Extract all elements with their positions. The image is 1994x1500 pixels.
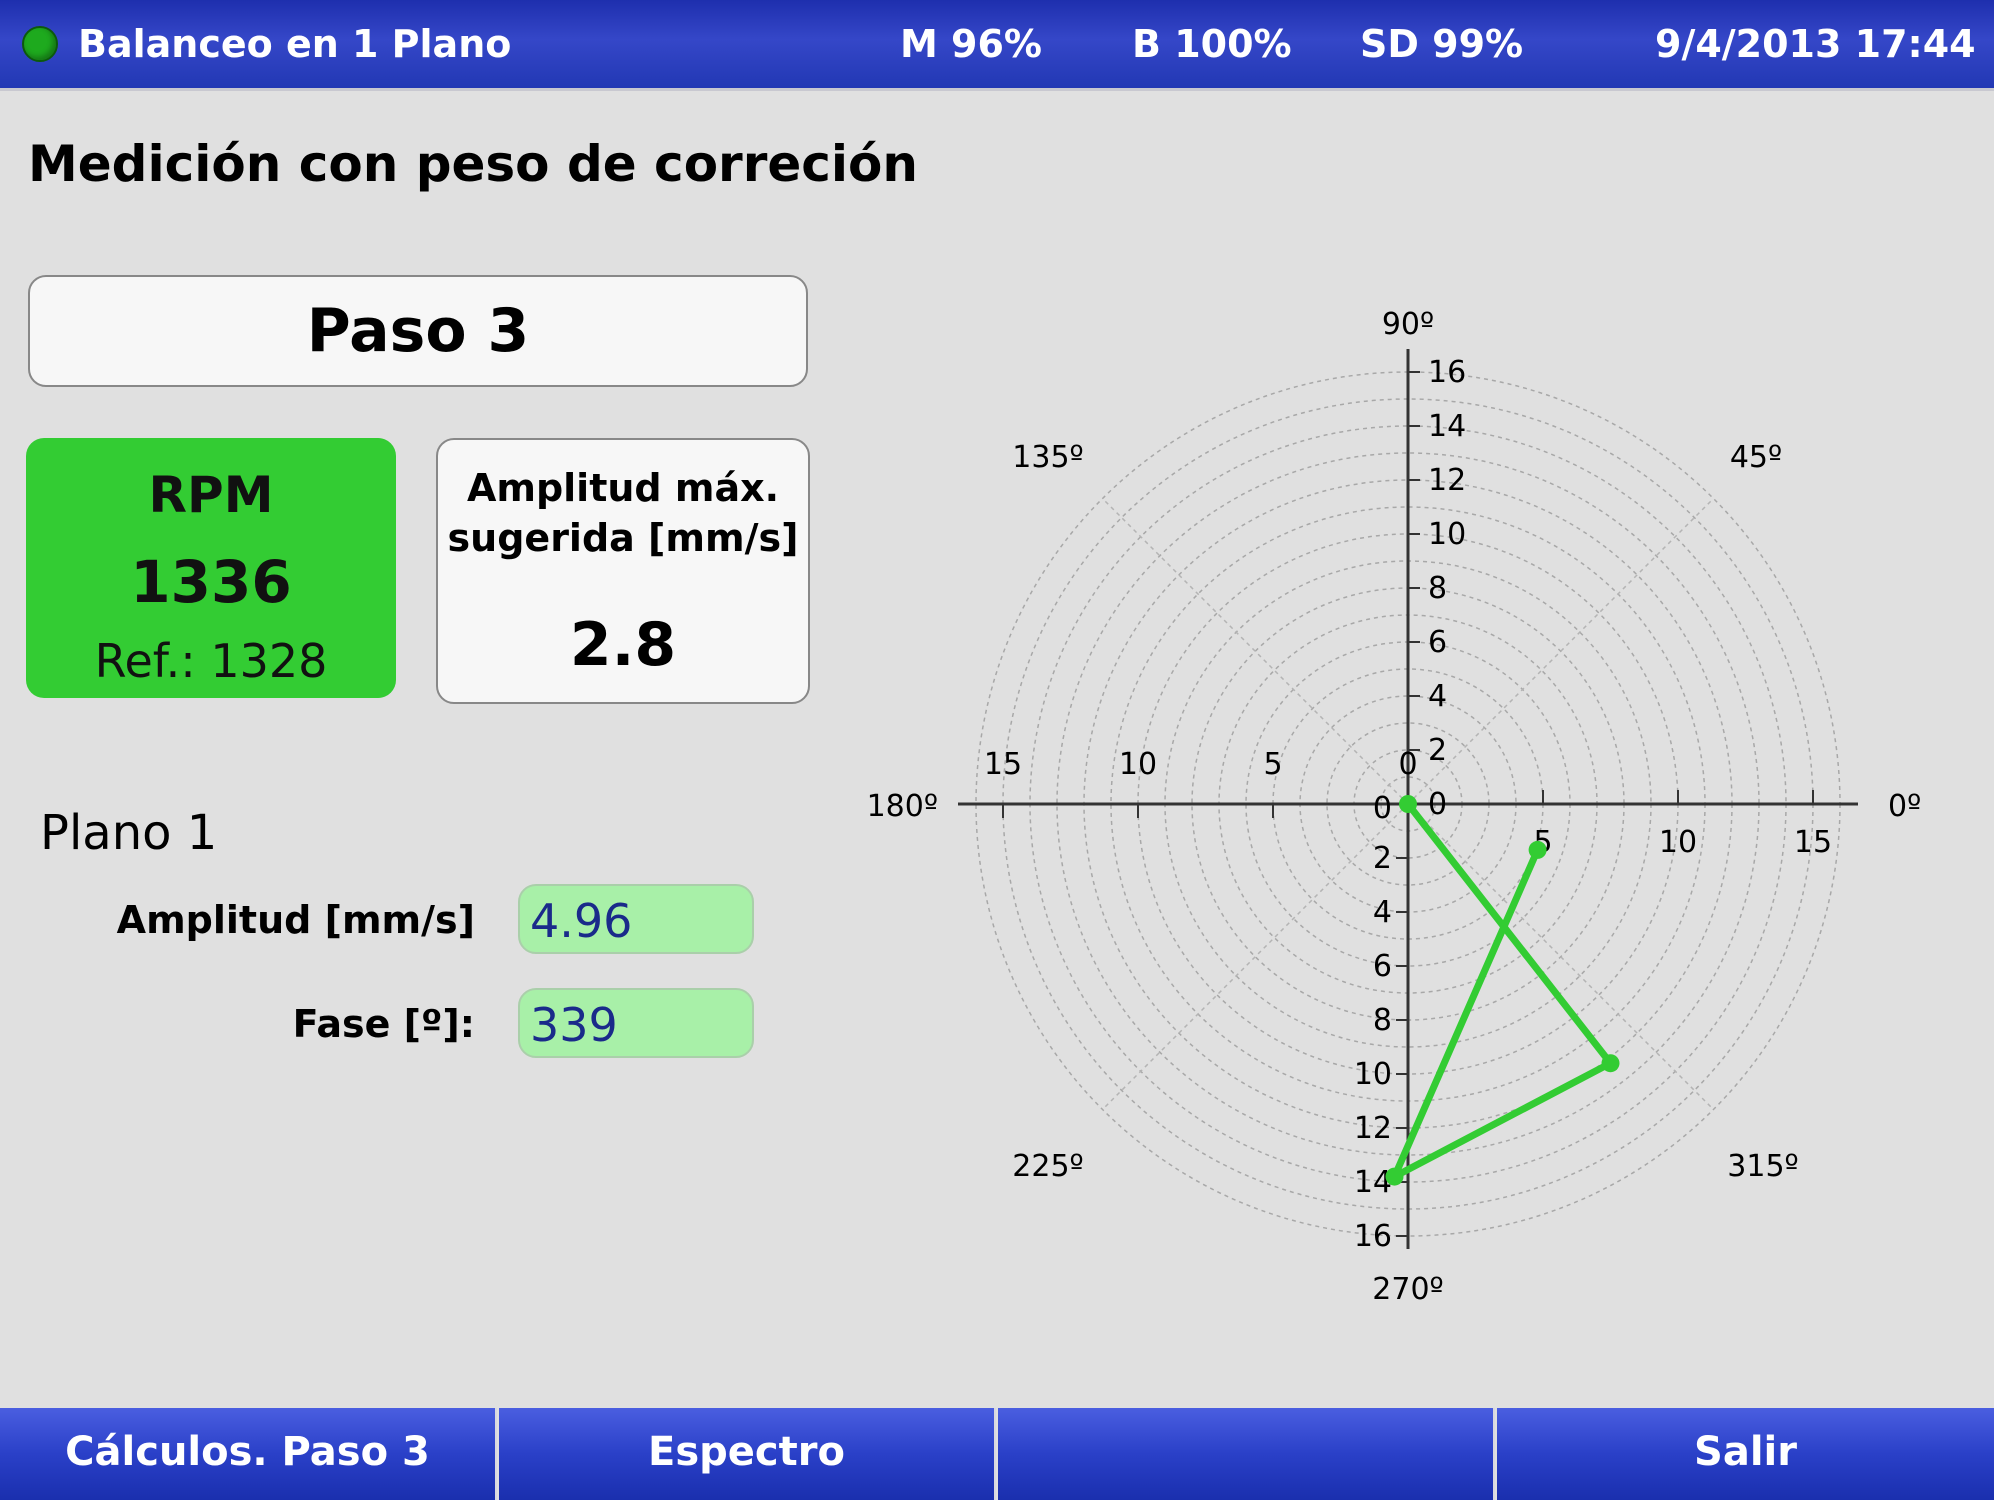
series-line [1391,800,1614,1181]
status-led-icon [22,26,58,62]
rpm-value: 1336 [130,548,292,616]
max-amplitude-panel: Amplitud máx. sugerida [mm/s] 2.8 [436,438,810,704]
amplitude-label: Amplitud [mm/s] [116,898,475,942]
datetime: 9/4/2013 17:44 [1655,22,1976,66]
angle-label: 225º [1012,1149,1083,1184]
softkey-2-espectro[interactable]: Espectro [499,1408,996,1500]
series-point [1601,1054,1620,1073]
app-title: Balanceo en 1 Plano [78,22,512,66]
plane-title: Plano 1 [40,805,218,861]
grid-radial-line [1101,497,1409,805]
y-tick-label: 12 [1428,463,1466,498]
y-tick-label: 0 [1373,791,1392,826]
series-point [1385,1167,1404,1186]
page-title: Medición con peso de correción [28,135,918,193]
y-tick-label: 10 [1354,1057,1392,1092]
x-tick-label: 0 [1398,747,1417,782]
series-point [1399,795,1417,813]
softkey-3-empty[interactable] [998,1408,1495,1500]
battery-indicator: B 100% [1132,22,1292,66]
rpm-reference: Ref.: 1328 [94,634,328,688]
x-tick-label: 15 [984,747,1022,782]
grid-radial-line [1101,803,1409,1111]
memory-indicator: M 96% [900,22,1042,66]
y-tick-label: 14 [1428,409,1466,444]
series-point [1528,840,1547,859]
grid-radial-line [1407,497,1715,805]
x-tick-label: 15 [1794,825,1832,860]
rpm-label: RPM [148,466,274,524]
max-amplitude-label-line2: sugerida [mm/s] [447,516,799,560]
y-tick-label: 6 [1373,949,1392,984]
y-tick-label: 0 [1428,787,1447,822]
y-tick-label: 8 [1373,1003,1392,1038]
grid-radial-line [1407,803,1715,1111]
y-tick-label: 2 [1373,841,1392,876]
softkey-4-salir[interactable]: Salir [1497,1408,1994,1500]
amplitude-value-field: 4.96 [518,884,754,954]
rpm-panel: RPM 1336 Ref.: 1328 [26,438,396,698]
y-tick-label: 2 [1428,733,1447,768]
phase-value-field: 339 [518,988,754,1058]
y-tick-label: 6 [1428,625,1447,660]
sd-indicator: SD 99% [1360,22,1524,66]
y-tick-label: 4 [1373,895,1392,930]
angle-label: 0º [1888,789,1921,824]
x-tick-label: 10 [1659,825,1697,860]
y-tick-label: 12 [1354,1111,1392,1146]
y-tick-label: 4 [1428,679,1447,714]
y-tick-label: 16 [1354,1219,1392,1254]
angle-label: 45º [1730,440,1782,475]
y-tick-label: 14 [1354,1165,1392,1200]
max-amplitude-value: 2.8 [569,610,677,680]
x-tick-label: 5 [1263,747,1282,782]
x-tick-label: 10 [1119,747,1157,782]
step-indicator: Paso 3 [28,275,808,387]
y-tick-label: 8 [1428,571,1447,606]
phase-label: Fase [º]: [292,1002,475,1046]
angle-label: 90º [1382,307,1434,342]
angle-label: 270º [1372,1272,1443,1307]
max-amplitude-label-line1: Amplitud máx. [466,466,780,510]
angle-label: 315º [1727,1149,1798,1184]
softkey-1-calculos[interactable]: Cálculos. Paso 3 [0,1408,497,1500]
title-bar: Balanceo en 1 Plano M 96% B 100% SD 99% … [0,0,1994,91]
angle-label: 180º [867,789,938,824]
angle-label: 135º [1012,440,1083,475]
y-tick-label: 16 [1428,355,1466,390]
y-tick-label: 10 [1428,517,1466,552]
